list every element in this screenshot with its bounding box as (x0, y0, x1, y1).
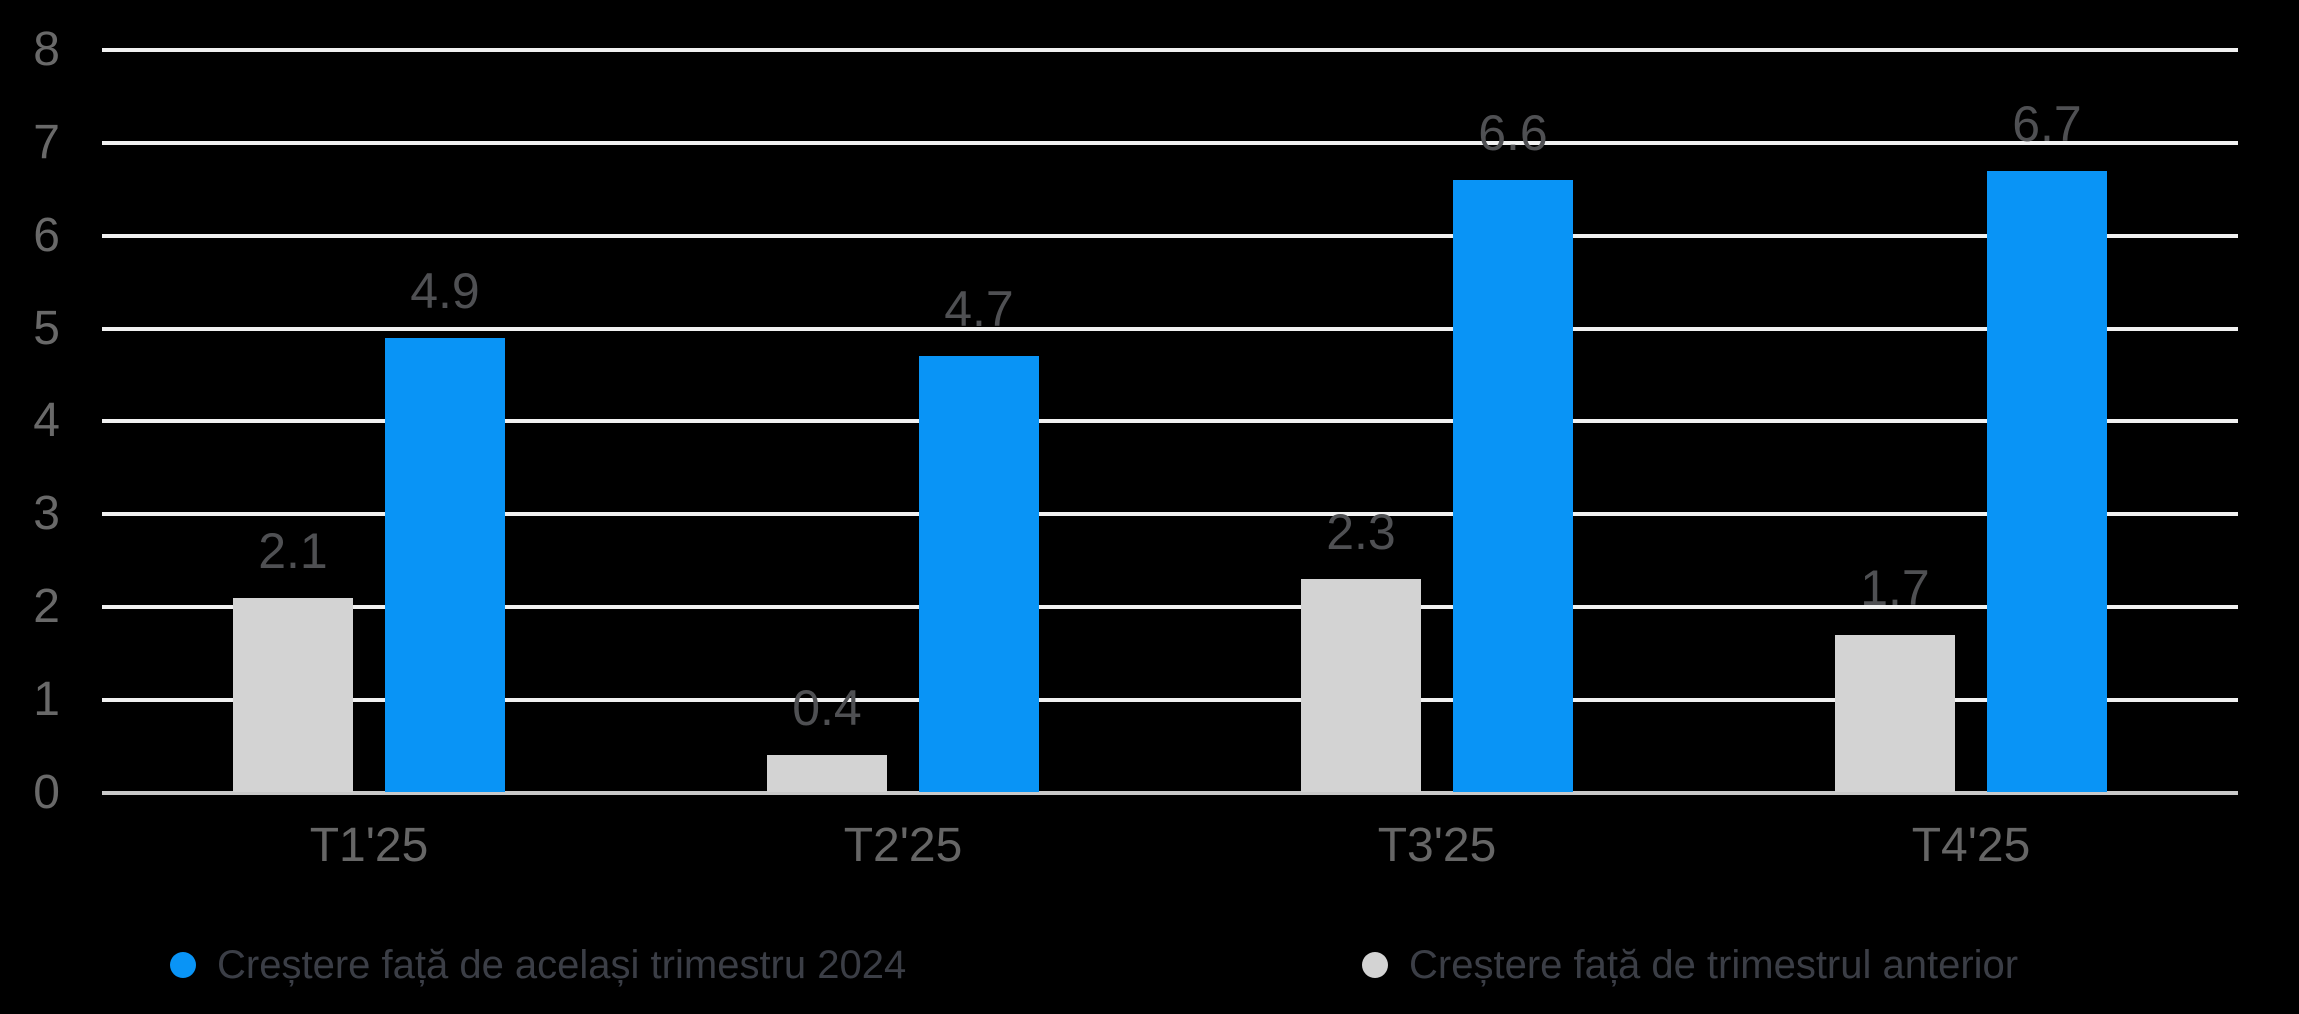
legend-label-qoq-growth: Creștere față de trimestrul anterior (1409, 943, 2019, 987)
y-tick-label: 6 (33, 208, 60, 262)
gridline (102, 326, 2238, 331)
bar-value-label: 2.3 (1326, 504, 1396, 561)
y-tick-label: 2 (33, 579, 60, 633)
bar-T1'25-series-1 (233, 597, 353, 793)
gridline (102, 140, 2238, 145)
y-tick-label: 4 (33, 394, 60, 448)
legend-item-yoy-growth: Creștere față de același trimestru 2024 (170, 937, 906, 993)
bar-T2'25-series-1 (767, 755, 887, 793)
y-tick-label: 8 (33, 23, 60, 77)
x-axis-baseline (102, 790, 2238, 795)
bar-value-label: 0.4 (792, 680, 862, 737)
bar-T4'25-series-0 (1987, 170, 2107, 793)
bar-T1'25-series-0 (385, 337, 505, 793)
gridline (102, 419, 2238, 424)
bar-value-label: 4.9 (410, 262, 480, 319)
gridline (102, 512, 2238, 517)
x-tick-label: T3'25 (1377, 819, 1497, 872)
y-tick-label: 1 (33, 672, 60, 726)
legend-item-qoq-growth: Creștere față de trimestrul anterior (1362, 937, 2018, 993)
gridline (102, 48, 2238, 53)
gridline (102, 233, 2238, 238)
bar-value-label: 4.7 (944, 281, 1014, 338)
bar-value-label: 2.1 (258, 522, 328, 579)
bar-value-label: 6.6 (1478, 105, 1548, 162)
x-tick-label: T4'25 (1911, 819, 2031, 872)
bar-T4'25-series-1 (1835, 634, 1955, 793)
legend-dot-gray-icon (1362, 952, 1388, 978)
bar-T2'25-series-0 (919, 356, 1039, 793)
y-tick-label: 5 (33, 301, 60, 355)
gridline (102, 697, 2238, 702)
legend-label-yoy-growth: Creștere față de același trimestru 2024 (217, 943, 907, 987)
x-tick-label: T1'25 (309, 819, 429, 872)
gridline (102, 604, 2238, 609)
bar-value-label: 6.7 (2012, 95, 2082, 152)
y-tick-label: 3 (33, 487, 60, 541)
y-tick-label: 7 (33, 115, 60, 169)
x-tick-label: T2'25 (843, 819, 963, 872)
bar-T3'25-series-1 (1301, 579, 1421, 793)
bar-T3'25-series-0 (1453, 180, 1573, 793)
legend-dot-blue-icon (170, 952, 196, 978)
y-tick-label: 0 (33, 765, 60, 819)
bar-value-label: 1.7 (1860, 559, 1930, 616)
